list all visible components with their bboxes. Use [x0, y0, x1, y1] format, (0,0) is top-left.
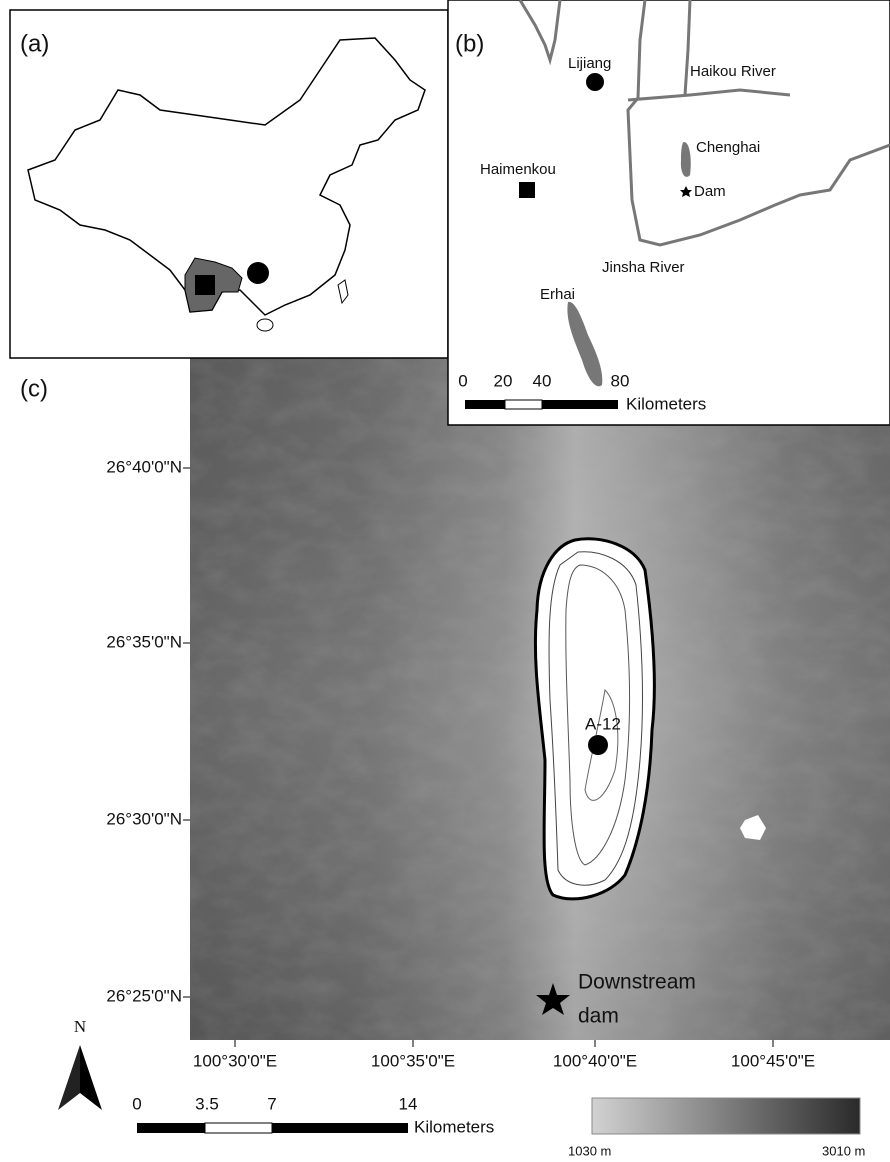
lon-label: 100°35'0"E	[371, 1051, 455, 1070]
core-site	[588, 735, 608, 755]
scale-unit: Kilometers	[626, 394, 706, 413]
scale-label: 14	[399, 1094, 418, 1113]
lon-label: 100°30'0"E	[193, 1051, 277, 1070]
panel-b: Lijiang Haikou River Chenghai Dam Haimen…	[448, 0, 890, 425]
latitude-axis: 26°40'0"N 26°35'0"N 26°30'0"N 26°25'0"N	[106, 457, 190, 1005]
site-circle	[247, 262, 269, 284]
scale-segment	[137, 1123, 205, 1133]
north-label: N	[74, 1017, 86, 1036]
lon-label: 100°45'0"E	[731, 1051, 815, 1070]
dam-label: Downstream	[578, 971, 696, 994]
place-label: Lijiang	[568, 55, 611, 72]
scale-segment	[465, 400, 505, 409]
lat-label: 26°30'0"N	[106, 809, 182, 828]
panel-label: (a)	[20, 30, 49, 57]
figure: A-12 Downstream dam (c) 26°40'0"N 26°35'…	[0, 0, 890, 1162]
elevation-legend: 1030 m 3010 m	[568, 1098, 865, 1158]
scale-label: 80	[611, 371, 630, 390]
legend-min: 1030 m	[568, 1143, 611, 1158]
scale-label: 7	[267, 1094, 276, 1113]
place-label: Chenghai	[696, 139, 760, 156]
scale-label: 40	[533, 371, 552, 390]
lijiang-dot	[586, 73, 604, 91]
scale-segment	[272, 1123, 408, 1133]
lat-label: 26°35'0"N	[106, 632, 182, 651]
place-label: Haikou River	[690, 63, 776, 80]
north-arrow: N	[58, 1017, 102, 1110]
scale-unit: Kilometers	[414, 1117, 494, 1136]
lat-label: 26°40'0"N	[106, 457, 182, 476]
panel-label: (c)	[20, 375, 48, 402]
arrow	[80, 1045, 102, 1110]
longitude-axis: 100°30'0"E 100°35'0"E 100°40'0"E 100°45'…	[193, 1040, 815, 1070]
scale-bar-c: 0 3.5 7 14 Kilometers	[132, 1094, 494, 1136]
legend-max: 3010 m	[822, 1143, 865, 1158]
scale-segment	[205, 1123, 272, 1133]
scale-segment	[505, 400, 542, 409]
scale-label: 20	[494, 371, 513, 390]
legend-gradient	[592, 1098, 860, 1134]
panel-label: (b)	[455, 30, 484, 57]
place-label: Erhai	[540, 286, 575, 303]
place-label: Jinsha River	[602, 259, 685, 276]
dam-label: dam	[578, 1005, 619, 1028]
place-label: Dam	[694, 183, 726, 200]
panel-frame	[448, 0, 890, 425]
lon-label: 100°40'0"E	[553, 1051, 637, 1070]
hainan	[257, 319, 273, 331]
panel-c: A-12 Downstream dam	[190, 358, 890, 1040]
arrow	[58, 1045, 80, 1110]
lat-label: 26°25'0"N	[106, 986, 182, 1005]
panel-a	[10, 10, 448, 358]
study-square	[195, 275, 215, 295]
scale-label: 0	[458, 371, 467, 390]
scale-segment	[542, 400, 618, 409]
site-label: A-12	[585, 714, 621, 733]
place-label: Haimenkou	[480, 161, 556, 178]
scale-label: 0	[132, 1094, 141, 1113]
haimenkou-square	[519, 182, 535, 198]
scale-label: 3.5	[195, 1094, 219, 1113]
